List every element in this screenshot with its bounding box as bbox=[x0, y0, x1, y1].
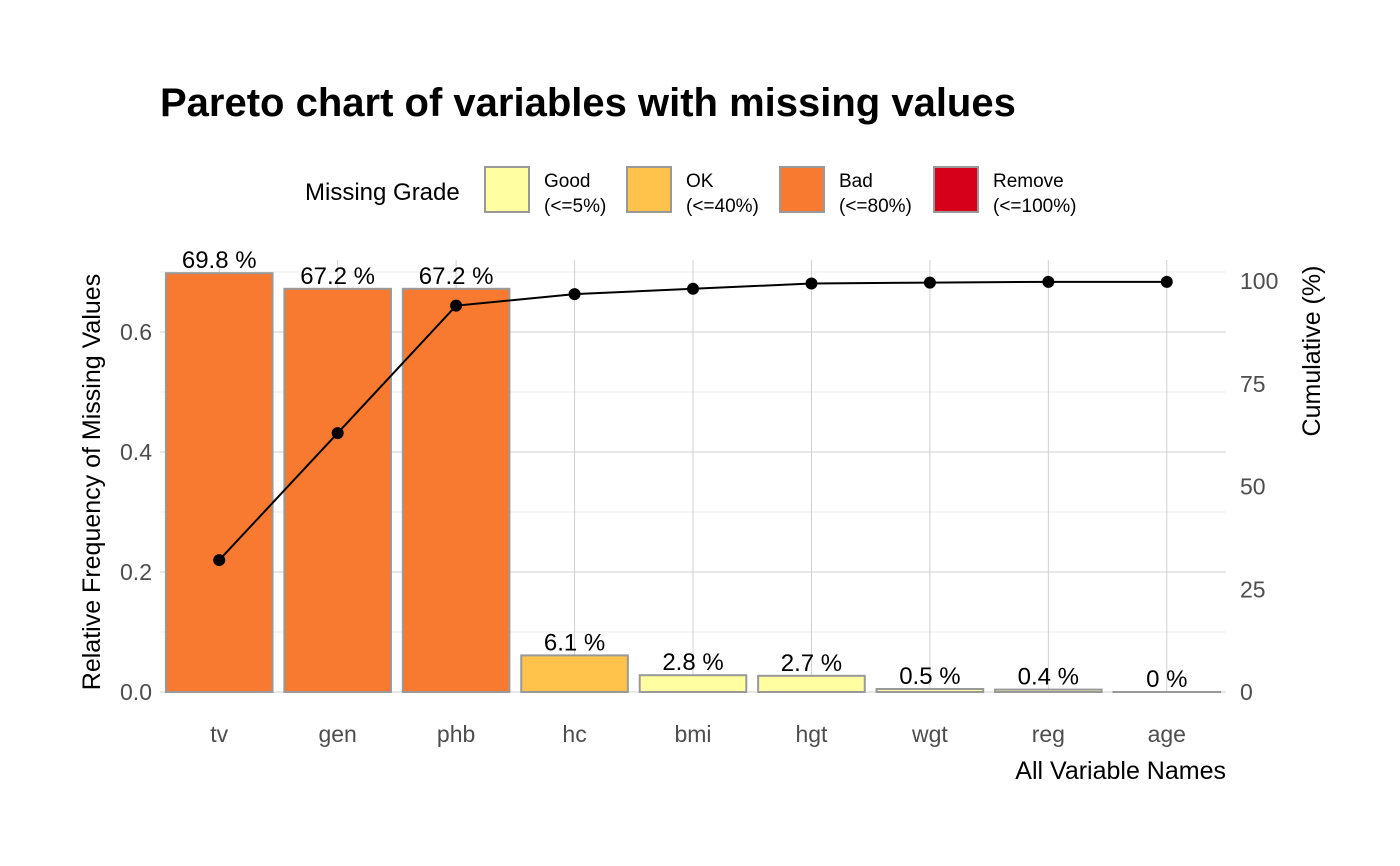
y2-tick-label: 25 bbox=[1240, 576, 1266, 602]
y-axis: 0.0 0.2 0.4 0.6 bbox=[120, 319, 152, 705]
bar-gen bbox=[283, 287, 392, 693]
y-tick-label: 0.4 bbox=[120, 439, 152, 465]
cumulative-point-hc bbox=[568, 288, 581, 301]
legend-key-remove bbox=[933, 166, 979, 213]
legend-title: Missing Grade bbox=[305, 179, 460, 206]
bar-hgt bbox=[757, 674, 866, 693]
legend-key-bad bbox=[779, 166, 825, 213]
legend-label-good: Good bbox=[544, 171, 590, 192]
y2-tick-label: 75 bbox=[1240, 371, 1266, 397]
bar-label-tv: 69.8 % bbox=[182, 247, 257, 274]
bar-tv bbox=[164, 272, 274, 693]
legend: Missing Grade Good (<=5%) OK (<=40%) Bad (<=8… bbox=[305, 166, 1076, 217]
cumulative-point-gen bbox=[331, 427, 344, 440]
x-axis: tv gen phb hc bmi hgt wgt reg age bbox=[210, 721, 1186, 747]
bar-phb bbox=[401, 287, 511, 693]
y-tick-label: 0.2 bbox=[120, 559, 152, 585]
y2-tick-label: 0 bbox=[1240, 679, 1253, 705]
bar-label-gen: 67.2 % bbox=[300, 263, 375, 290]
bar-label-hc: 6.1 % bbox=[544, 629, 605, 656]
legend-label-remove: Remove bbox=[993, 171, 1064, 192]
cumulative-point-hgt bbox=[805, 277, 818, 290]
bar-wgt bbox=[875, 688, 985, 693]
y-tick-label: 0.0 bbox=[120, 679, 152, 705]
x-tick-label-wgt: wgt bbox=[911, 721, 948, 747]
bar-bmi bbox=[638, 674, 748, 694]
cumulative-point-phb bbox=[450, 299, 463, 312]
bar-label-wgt: 0.5 % bbox=[899, 663, 960, 690]
legend-label-ok: OK bbox=[686, 171, 714, 192]
cumulative-point-reg bbox=[1042, 275, 1055, 288]
legend-range-remove: (<=100%) bbox=[993, 196, 1076, 217]
legend-key-ok bbox=[626, 166, 672, 213]
legend-range-good: (<=5%) bbox=[544, 196, 606, 217]
x-axis-title: All Variable Names bbox=[1015, 757, 1226, 785]
bar-label-age: 0 % bbox=[1146, 666, 1187, 693]
bars bbox=[164, 272, 1222, 694]
chart-title: Pareto chart of variables with missing v… bbox=[160, 81, 1016, 125]
cumulative-point-bmi bbox=[687, 282, 699, 295]
legend-range-ok: (<=40%) bbox=[686, 196, 759, 217]
bar-labels: 69.8 % 67.2 % 67.2 % 6.1 % 2.8 % 2.7 % 0.5 % 0.… bbox=[182, 247, 1188, 693]
y2-axis-title: Cumulative (%) bbox=[1298, 266, 1326, 437]
legend-key-good bbox=[484, 166, 530, 213]
x-tick-label-bmi: bmi bbox=[674, 721, 711, 747]
cumulative-point-age bbox=[1160, 275, 1173, 288]
x-tick-label-phb: phb bbox=[437, 721, 475, 747]
bar-label-reg: 0.4 % bbox=[1018, 664, 1079, 691]
x-tick-label-hc: hc bbox=[562, 721, 586, 747]
legend-range-bad: (<=80%) bbox=[839, 196, 912, 217]
bar-label-hgt: 2.7 % bbox=[781, 650, 842, 677]
legend-label-bad: Bad bbox=[839, 171, 873, 192]
x-tick-label-reg: reg bbox=[1032, 721, 1065, 747]
cumulative-point-wgt bbox=[923, 276, 936, 289]
x-tick-label-gen: gen bbox=[318, 721, 356, 747]
bar-label-phb: 67.2 % bbox=[419, 263, 494, 290]
bar-hc bbox=[520, 654, 629, 694]
y-axis-title: Relative Frequency of Missing Values bbox=[78, 274, 106, 690]
cumulative-point-tv bbox=[213, 554, 226, 567]
y2-tick-label: 100 bbox=[1240, 268, 1278, 294]
x-tick-label-hgt: hgt bbox=[795, 721, 828, 747]
y-tick-label: 0.6 bbox=[120, 319, 152, 345]
bar-reg bbox=[994, 688, 1103, 693]
x-tick-label-age: age bbox=[1148, 721, 1186, 747]
cumulative-line bbox=[213, 275, 1173, 567]
x-tick-label-tv: tv bbox=[210, 721, 228, 747]
bar-label-bmi: 2.8 % bbox=[662, 649, 723, 676]
y2-tick-label: 50 bbox=[1240, 474, 1266, 500]
y2-axis: 0 25 50 75 100 bbox=[1240, 268, 1278, 705]
